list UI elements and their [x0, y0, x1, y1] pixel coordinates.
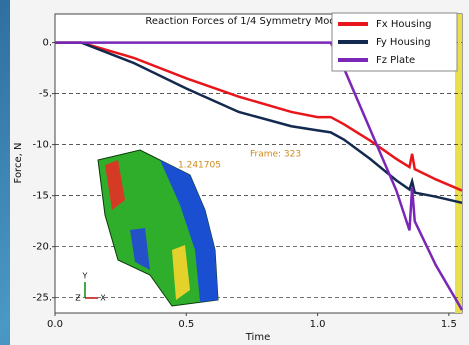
axis-triad-label: X: [100, 294, 106, 303]
chart: Reaction Forces of 1/4 Symmetry Model Ti…: [0, 0, 469, 345]
y-tick-label: -15.: [32, 191, 52, 202]
page: {"chart_data": {"type": "line", "title":…: [0, 0, 469, 345]
annotation: 1.241705: [178, 161, 221, 171]
legend-label: Fz Plate: [376, 55, 415, 66]
y-tick-label: -10.: [32, 140, 52, 151]
axis-triad-label: Y: [82, 272, 88, 281]
x-tick-label: 1.0: [310, 319, 326, 330]
x-tick-label: 0.5: [178, 319, 194, 330]
annotation: Frame: 323: [250, 150, 301, 160]
legend-label: Fx Housing: [376, 19, 432, 30]
x-tick-label: 1.5: [441, 319, 457, 330]
y-axis-label: Force, N: [13, 143, 24, 184]
y-tick-label: -20.: [32, 242, 52, 253]
y-tick-label: -5.: [39, 89, 52, 100]
y-tick-label: 0.: [42, 38, 52, 49]
x-tick-label: 0.0: [47, 319, 63, 330]
chart-title: Reaction Forces of 1/4 Symmetry Model: [145, 16, 344, 27]
axis-triad-label: Z: [75, 294, 81, 303]
legend-label: Fy Housing: [376, 37, 431, 48]
x-axis-label: Time: [245, 332, 270, 343]
y-tick-label: -25.: [32, 293, 52, 304]
